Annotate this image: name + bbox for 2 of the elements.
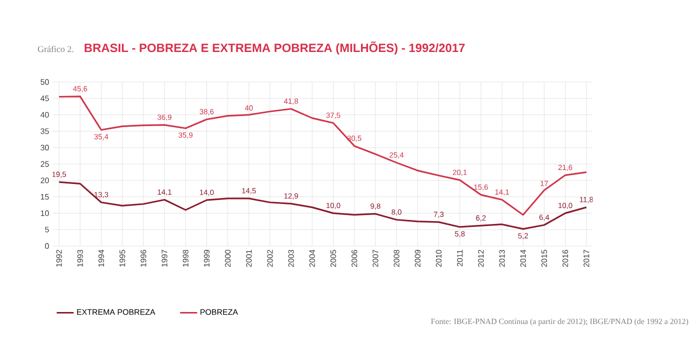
chart-subtitle: Gráfico 2. xyxy=(38,46,74,52)
chart-title: BRASIL - POBREZA E EXTREMA POBREZA (MILHÕES) - 1992/2017 xyxy=(84,41,465,54)
